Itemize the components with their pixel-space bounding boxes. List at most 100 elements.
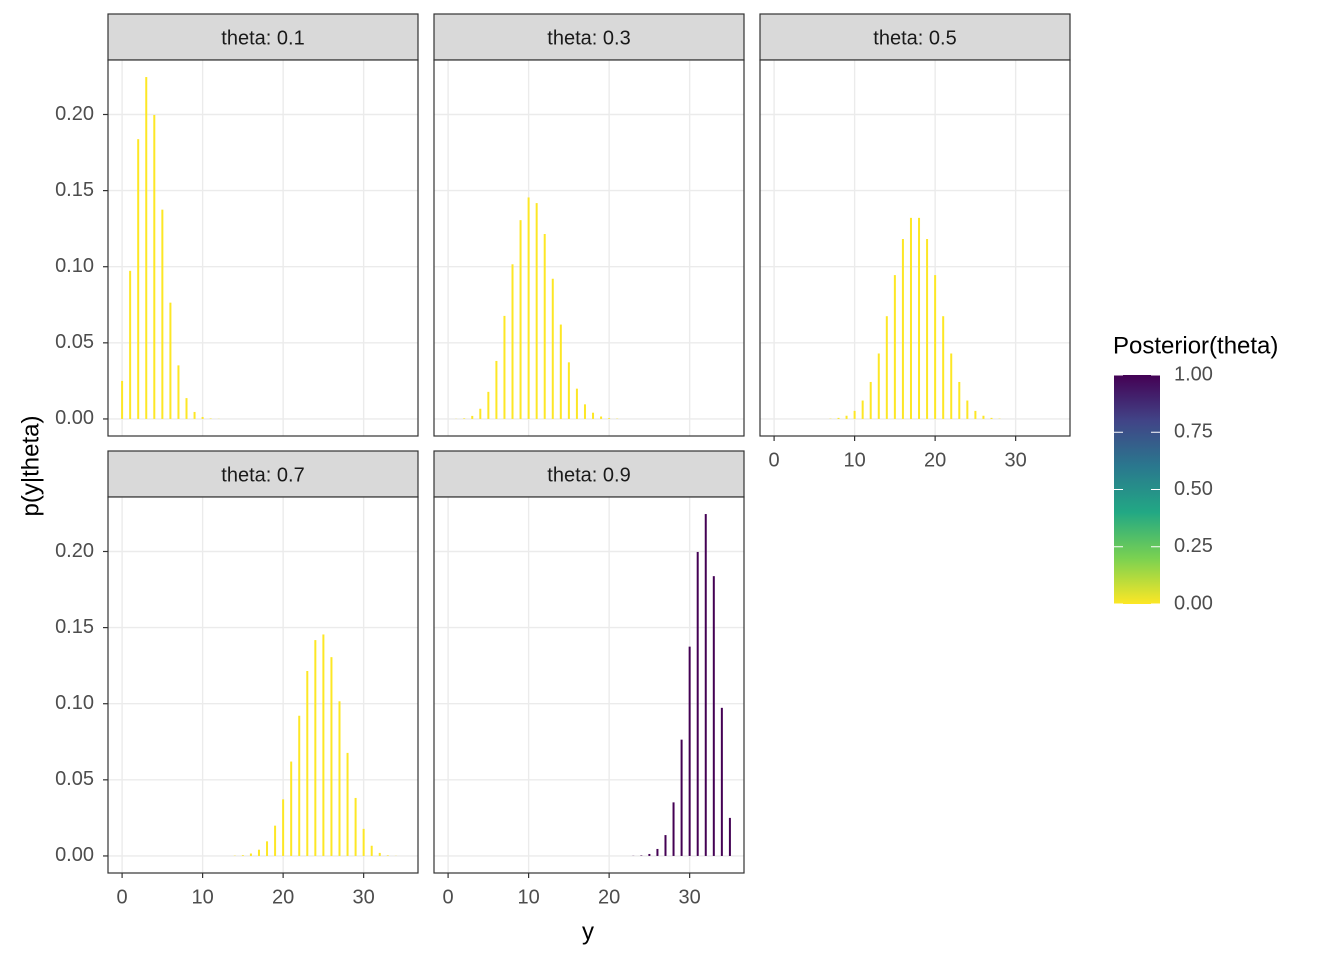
- bar: [893, 275, 896, 419]
- bar: [306, 670, 309, 856]
- bar: [161, 209, 164, 419]
- bar: [934, 275, 937, 419]
- bar: [600, 416, 603, 419]
- bar: [153, 114, 156, 419]
- bar: [567, 362, 570, 419]
- x-tick-label: 20: [598, 886, 620, 908]
- bar: [527, 197, 530, 419]
- bar: [266, 841, 269, 856]
- bar: [185, 398, 188, 419]
- bar: [720, 707, 723, 856]
- y-tick-label: 0.00: [55, 844, 94, 866]
- legend-title: Posterior(theta): [1113, 332, 1278, 359]
- x-tick-label: 0: [769, 449, 780, 471]
- strip: [107, 13, 419, 61]
- strip-label: theta: 0.1: [221, 27, 304, 49]
- x-tick-label: 20: [272, 886, 294, 908]
- x-axis-label: y: [582, 918, 594, 945]
- panel-border: [433, 496, 745, 874]
- bar: [583, 404, 586, 419]
- bar: [354, 797, 357, 856]
- bar: [241, 855, 244, 856]
- bar: [503, 315, 506, 419]
- bar: [592, 412, 595, 419]
- y-tick-label: 0.10: [55, 255, 94, 277]
- bar: [511, 264, 514, 419]
- bar: [338, 701, 341, 856]
- bar: [926, 239, 929, 419]
- panel-border: [107, 59, 419, 437]
- bar: [330, 657, 333, 856]
- legend-label: 0.50: [1174, 478, 1213, 500]
- bar: [169, 302, 172, 419]
- bar: [901, 239, 904, 419]
- bar: [298, 715, 301, 856]
- strip-label: theta: 0.7: [221, 464, 304, 486]
- bar: [982, 415, 985, 419]
- bar: [869, 381, 872, 419]
- bar: [370, 845, 373, 856]
- bar: [145, 77, 148, 419]
- x-tick-label: 10: [191, 886, 213, 908]
- bar: [378, 852, 381, 856]
- bar: [877, 353, 880, 419]
- x-tick-label: 10: [517, 886, 539, 908]
- x-tick-label: 30: [353, 886, 375, 908]
- bar: [950, 353, 953, 419]
- y-tick-label: 0.20: [55, 103, 94, 125]
- legend-label: 1.00: [1174, 363, 1213, 385]
- bar: [177, 365, 180, 419]
- bar: [479, 408, 482, 419]
- bar: [346, 752, 349, 856]
- bar: [990, 417, 993, 419]
- bar: [861, 400, 864, 419]
- bar: [942, 316, 945, 419]
- bar: [463, 418, 466, 419]
- panel: [434, 60, 744, 436]
- bar: [282, 799, 285, 856]
- bar: [257, 849, 260, 856]
- strip-label: theta: 0.3: [547, 27, 630, 49]
- bar: [249, 853, 252, 856]
- x-tick-label: 0: [117, 886, 128, 908]
- bar: [664, 835, 667, 856]
- bar: [535, 203, 538, 419]
- bar: [559, 324, 562, 419]
- bar: [575, 388, 578, 419]
- panel: [434, 497, 744, 873]
- bar: [656, 848, 659, 856]
- bar: [362, 828, 365, 856]
- bar: [909, 217, 912, 419]
- bar: [274, 825, 277, 856]
- x-tick-label: 10: [843, 449, 865, 471]
- panel-border: [759, 59, 1071, 437]
- panel-border: [433, 59, 745, 437]
- bar: [129, 270, 132, 419]
- x-tick-label: 0: [443, 886, 454, 908]
- bar: [853, 410, 856, 419]
- bar: [958, 381, 961, 419]
- y-tick-label: 0.05: [55, 331, 94, 353]
- panel: [108, 497, 418, 873]
- y-tick-label: 0.15: [55, 616, 94, 638]
- bar: [495, 360, 498, 419]
- x-tick-label: 30: [1005, 449, 1027, 471]
- legend-label: 0.00: [1174, 592, 1213, 614]
- bar: [648, 853, 651, 856]
- bar: [728, 817, 731, 856]
- bar: [386, 855, 389, 856]
- x-tick-label: 30: [679, 886, 701, 908]
- legend-label: 0.25: [1174, 535, 1213, 557]
- panel: [760, 60, 1070, 436]
- bar: [193, 411, 196, 419]
- bar: [680, 739, 683, 856]
- strip-label: theta: 0.5: [873, 27, 956, 49]
- y-tick-label: 0.05: [55, 768, 94, 790]
- bar: [608, 418, 611, 419]
- y-axis-label: p(y|theta): [17, 416, 44, 517]
- bar: [121, 380, 124, 419]
- bar: [712, 576, 715, 856]
- strip-label: theta: 0.9: [547, 464, 630, 486]
- panel-border: [107, 496, 419, 874]
- strip: [433, 13, 745, 61]
